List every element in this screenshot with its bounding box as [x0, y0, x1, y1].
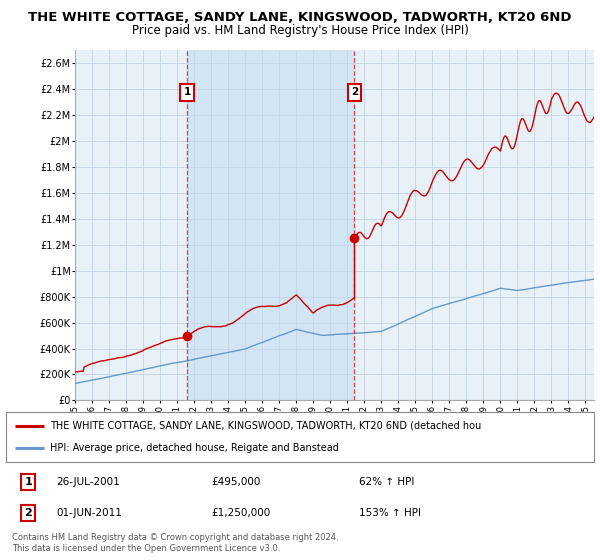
Text: 153% ↑ HPI: 153% ↑ HPI [359, 508, 421, 518]
Text: THE WHITE COTTAGE, SANDY LANE, KINGSWOOD, TADWORTH, KT20 6ND (detached hou: THE WHITE COTTAGE, SANDY LANE, KINGSWOOD… [50, 421, 481, 431]
Text: Contains HM Land Registry data © Crown copyright and database right 2024.
This d: Contains HM Land Registry data © Crown c… [12, 533, 338, 553]
Text: £495,000: £495,000 [212, 477, 261, 487]
Text: 01-JUN-2011: 01-JUN-2011 [56, 508, 122, 518]
Text: 2: 2 [25, 508, 32, 518]
Text: 26-JUL-2001: 26-JUL-2001 [56, 477, 120, 487]
Text: Price paid vs. HM Land Registry's House Price Index (HPI): Price paid vs. HM Land Registry's House … [131, 24, 469, 36]
Text: 2: 2 [351, 87, 358, 97]
Text: £1,250,000: £1,250,000 [212, 508, 271, 518]
Text: HPI: Average price, detached house, Reigate and Banstead: HPI: Average price, detached house, Reig… [50, 443, 339, 453]
Text: 1: 1 [184, 87, 191, 97]
Text: 1: 1 [25, 477, 32, 487]
Text: 62% ↑ HPI: 62% ↑ HPI [359, 477, 414, 487]
Bar [187, 50, 355, 400]
Text: THE WHITE COTTAGE, SANDY LANE, KINGSWOOD, TADWORTH, KT20 6ND: THE WHITE COTTAGE, SANDY LANE, KINGSWOOD… [28, 11, 572, 24]
